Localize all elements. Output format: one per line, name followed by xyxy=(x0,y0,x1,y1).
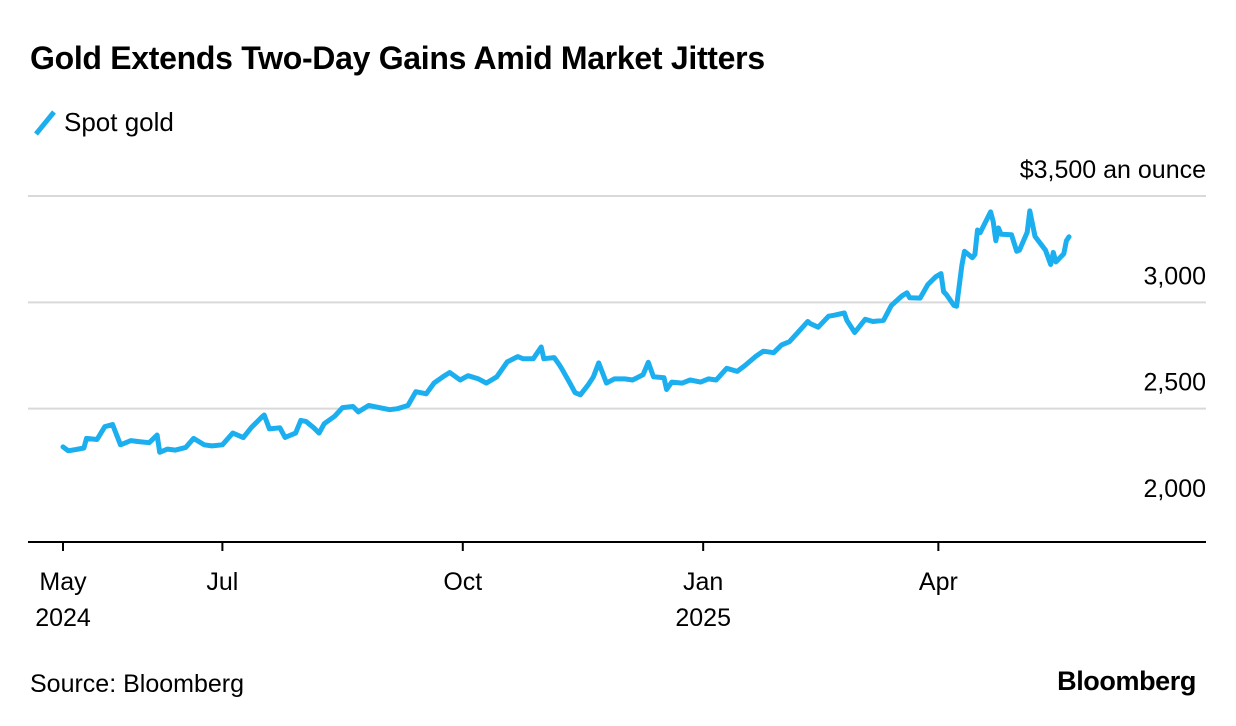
chart-title: Gold Extends Two-Day Gains Amid Market J… xyxy=(30,40,765,76)
legend-label: Spot gold xyxy=(64,106,174,137)
series-line-spot-gold xyxy=(60,208,1072,455)
x-tick-label: Oct xyxy=(443,568,482,596)
legend: Spot gold xyxy=(30,104,174,140)
x-tick-label: Jan xyxy=(683,568,723,596)
legend-swatch-icon xyxy=(34,110,56,136)
x-tick-label: Jul xyxy=(206,568,238,596)
y-tick-label: $3,500 an ounce xyxy=(1020,156,1206,184)
y-tick-label: 3,000 xyxy=(1143,262,1206,290)
bloomberg-logo: Bloomberg xyxy=(1057,666,1196,696)
x-tick-label: May xyxy=(39,568,87,596)
line-chart: 2,000 2,500 3,000 $3,500 an ounce May 2024 Jul… xyxy=(28,156,1206,632)
x-tick-year-label: 2025 xyxy=(675,604,731,632)
y-tick-label: 2,000 xyxy=(1143,475,1206,503)
x-tick-year-label: 2024 xyxy=(35,604,91,632)
x-tick-label: Apr xyxy=(919,568,958,596)
y-tick-label: 2,500 xyxy=(1143,369,1206,397)
source-note: Source: Bloomberg xyxy=(30,670,245,698)
